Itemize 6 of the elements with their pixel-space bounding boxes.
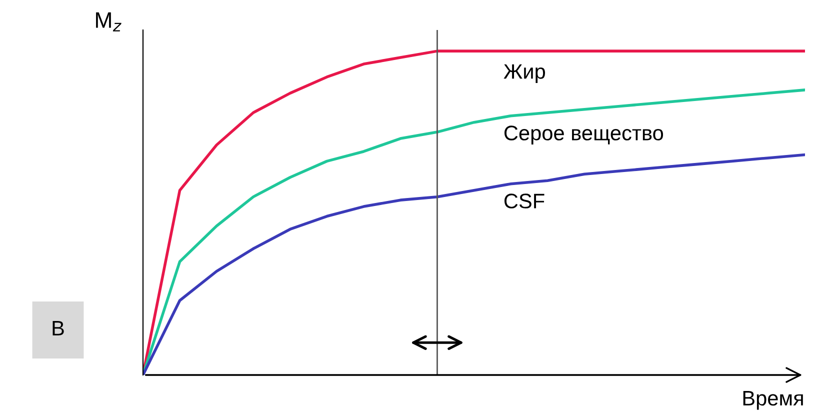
x-axis-title: Время	[743, 391, 803, 410]
series-label: Серое вещество	[504, 126, 664, 145]
series-label: Жир	[504, 64, 546, 83]
series-label: CSF	[504, 194, 544, 208]
text: В	[52, 321, 64, 336]
y-axis-title: M$_{z}$	[96, 12, 122, 32]
